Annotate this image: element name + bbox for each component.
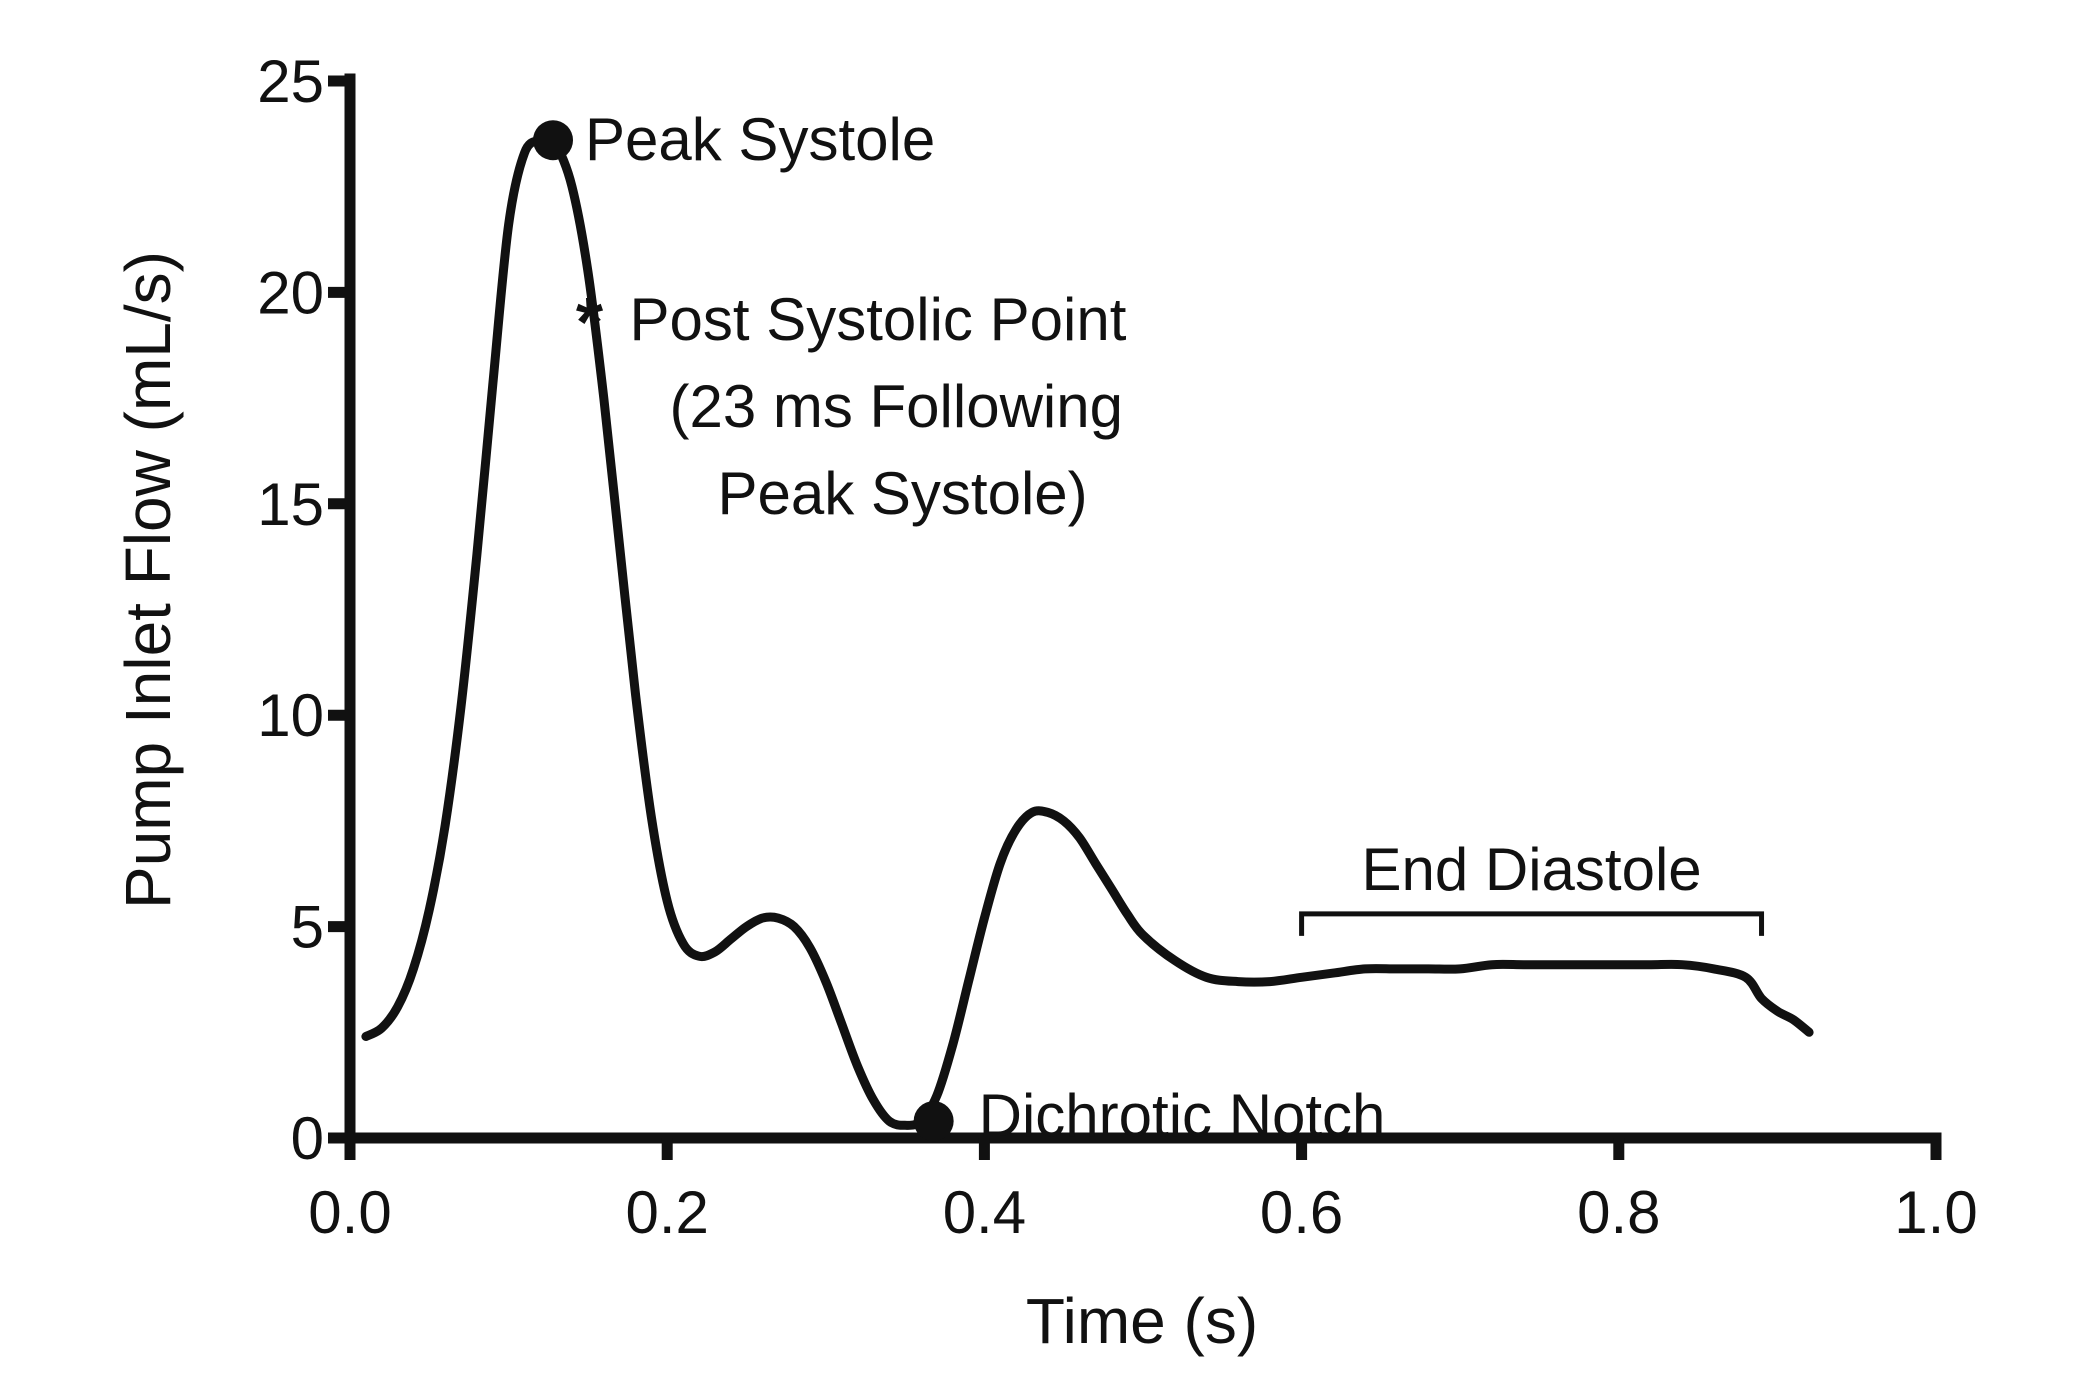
y-tick-label: 5 [291, 894, 324, 961]
post-systolic-marker: * [576, 283, 604, 361]
dichrotic-notch-marker [913, 1101, 954, 1142]
x-tick-label: 0.4 [943, 1179, 1026, 1246]
post-systolic-label-line: Post Systolic Point [629, 286, 1126, 353]
x-tick-label: 0.0 [308, 1179, 391, 1246]
y-tick-label: 25 [257, 48, 324, 115]
x-tick-label: 0.6 [1260, 1179, 1343, 1246]
x-axis-label: Time (s) [1026, 1285, 1258, 1357]
post-systolic-label-line: Peak Systole) [717, 460, 1087, 527]
y-tick-label: 15 [257, 471, 324, 538]
end-diastole-label: End Diastole [1361, 836, 1701, 903]
annotations: Peak Systole * Post Systolic Point (23 ms F… [533, 106, 1765, 1149]
axes [344, 73, 1942, 1152]
dichrotic-notch-label: Dichrotic Notch [979, 1082, 1386, 1149]
y-tick-label: 10 [257, 682, 324, 749]
post-systolic-label-line: (23 ms Following [669, 373, 1123, 440]
y-axis-label: Pump Inlet Flow (mL/s) [112, 251, 184, 909]
peak-systole-label: Peak Systole [585, 106, 935, 173]
end-diastole-bracket [1299, 911, 1765, 936]
ticks: 0.0 0.2 0.4 0.6 0.8 1.0 0 5 10 15 20 25 [257, 48, 1977, 1246]
peak-systole-marker [533, 120, 574, 161]
y-tick-label: 20 [257, 259, 324, 326]
x-tick-label: 0.8 [1577, 1179, 1660, 1246]
x-tick-label: 0.2 [625, 1179, 708, 1246]
x-tick-label: 1.0 [1894, 1179, 1977, 1246]
y-tick-label: 0 [291, 1105, 324, 1172]
